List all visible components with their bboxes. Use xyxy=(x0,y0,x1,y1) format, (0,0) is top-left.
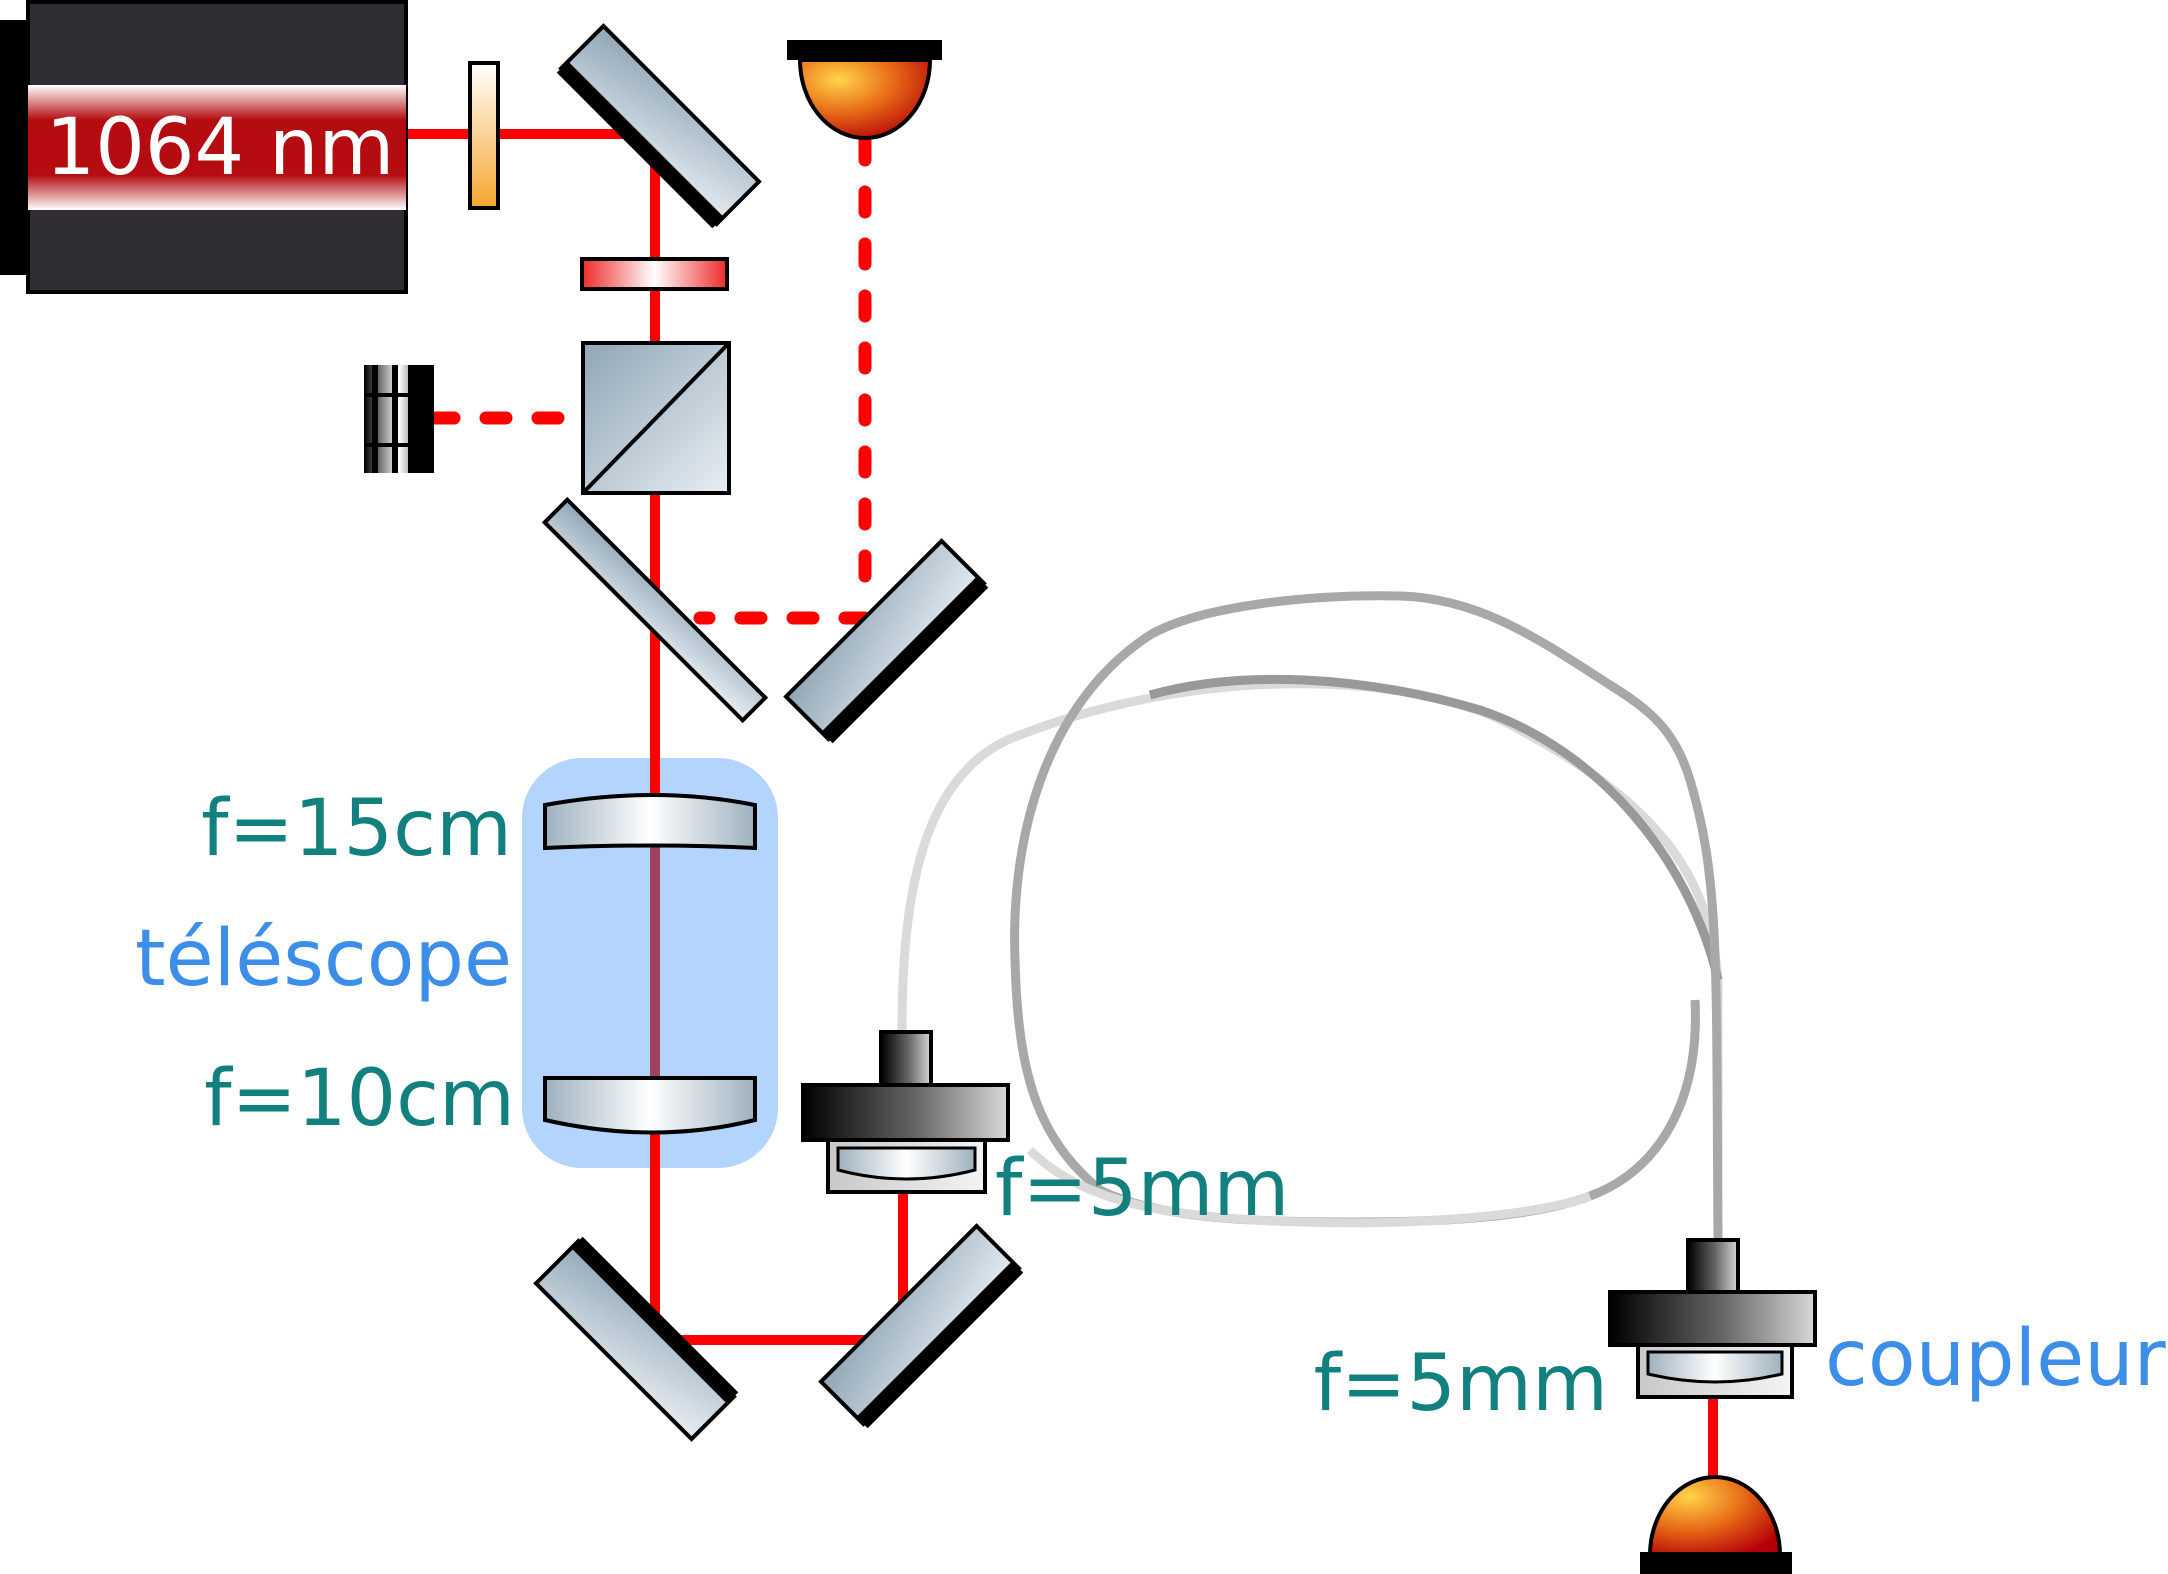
fiber-coupler-output xyxy=(1608,1238,1817,1399)
mirror-bottom-left xyxy=(533,1236,739,1442)
telescope-lens-bottom xyxy=(543,1076,757,1135)
optical-fiber xyxy=(897,591,1723,1241)
mirror-top xyxy=(556,23,762,229)
pickoff-plate xyxy=(541,496,769,724)
mirror-pickoff xyxy=(783,538,989,744)
telescope-lens-top-label: f=15cm xyxy=(201,784,512,874)
orange-filter xyxy=(468,61,500,210)
output-coupler-label: coupleur xyxy=(1825,1314,2167,1404)
laser-source: 1064 nm xyxy=(0,0,408,294)
fiber-coupler-input xyxy=(801,1030,1010,1194)
telescope-label: téléscope xyxy=(135,914,512,1004)
beam-dump xyxy=(364,365,434,473)
input-coupler-focal-label: f=5mm xyxy=(995,1144,1289,1234)
laser-wavelength-label: 1064 nm xyxy=(46,103,395,193)
beam-splitter-cube xyxy=(581,341,731,495)
photodetector-bottom xyxy=(1640,1475,1792,1574)
photodetector-top xyxy=(787,40,942,140)
output-coupler-focal-label: f=5mm xyxy=(1314,1339,1608,1429)
telescope-lens-bottom-label: f=10cm xyxy=(204,1054,515,1144)
telescope-lens-top xyxy=(543,793,757,851)
waveplate-red xyxy=(580,257,729,291)
dashed-beams xyxy=(427,133,872,625)
mirror-bottom-right xyxy=(818,1223,1024,1429)
